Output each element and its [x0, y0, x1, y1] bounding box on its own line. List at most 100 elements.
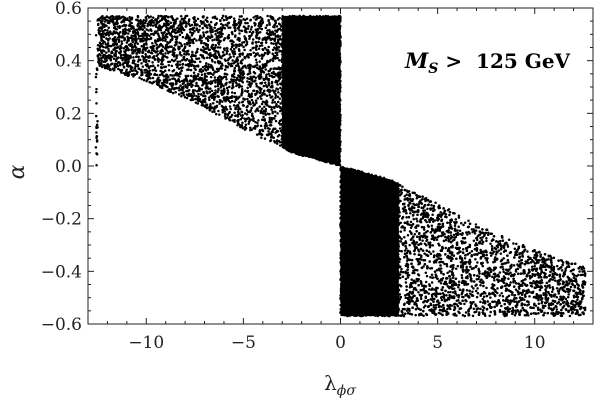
- data-point: [100, 27, 103, 31]
- data-point: [208, 98, 211, 102]
- data-point: [273, 46, 276, 49]
- data-point: [206, 20, 209, 23]
- data-point: [145, 35, 148, 38]
- data-point: [223, 112, 227, 116]
- data-point: [158, 43, 162, 47]
- data-point: [167, 64, 171, 67]
- data-point: [271, 111, 274, 115]
- data-point: [182, 91, 185, 94]
- data-point: [233, 118, 236, 122]
- data-point: [278, 77, 282, 80]
- data-point: [245, 17, 249, 20]
- data-point: [231, 59, 234, 62]
- data-point: [225, 50, 229, 53]
- data-point: [180, 54, 183, 57]
- data-point: [211, 28, 214, 31]
- data-point: [117, 60, 121, 64]
- data-point: [209, 75, 213, 79]
- data-point: [164, 52, 167, 55]
- data-point: [227, 117, 231, 121]
- data-point: [124, 30, 127, 34]
- data-point: [271, 75, 275, 79]
- data-point: [188, 82, 192, 86]
- data-point: [202, 94, 205, 98]
- data-point: [166, 56, 169, 59]
- data-point: [151, 42, 154, 45]
- data-point: [202, 42, 206, 45]
- data-point: [193, 64, 196, 68]
- data-point: [254, 76, 258, 80]
- data-point: [195, 81, 198, 85]
- data-point: [185, 24, 188, 28]
- data-point: [173, 44, 177, 47]
- data-point: [157, 34, 160, 37]
- data-point: [94, 33, 98, 37]
- data-point: [218, 102, 221, 106]
- data-point: [217, 51, 220, 55]
- data-point: [278, 127, 282, 130]
- data-point: [251, 80, 254, 83]
- data-point: [161, 33, 165, 37]
- data-point: [164, 44, 168, 47]
- data-point: [262, 84, 266, 88]
- data-point: [268, 69, 272, 72]
- data-point: [263, 137, 267, 140]
- data-point: [99, 20, 103, 24]
- data-point: [221, 14, 225, 18]
- data-point: [104, 43, 108, 46]
- data-point: [238, 32, 241, 35]
- data-point: [257, 47, 261, 50]
- data-point: [199, 53, 202, 57]
- data-point: [189, 68, 193, 72]
- data-point: [107, 44, 111, 48]
- data-point: [263, 118, 266, 121]
- data-point: [176, 60, 180, 64]
- data-point: [225, 81, 228, 85]
- data-point: [160, 18, 164, 22]
- data-point: [98, 30, 101, 33]
- data-point: [213, 110, 216, 114]
- data-point: [142, 78, 146, 82]
- data-point: [110, 50, 114, 53]
- data-point: [228, 96, 232, 99]
- data-point: [103, 17, 107, 20]
- data-point: [270, 85, 273, 88]
- data-point: [190, 74, 193, 78]
- data-point: [243, 55, 246, 59]
- data-point: [248, 118, 252, 121]
- data-point: [195, 27, 199, 30]
- data-point: [173, 35, 176, 38]
- data-point: [169, 73, 172, 77]
- data-point: [173, 86, 177, 90]
- data-point: [128, 16, 131, 19]
- data-point: [176, 29, 180, 33]
- data-point: [255, 82, 258, 86]
- data-point: [200, 49, 204, 52]
- data-point: [225, 24, 229, 27]
- data-point: [216, 95, 219, 98]
- data-point: [216, 31, 220, 34]
- data-point: [266, 52, 270, 56]
- data-point: [223, 48, 226, 52]
- data-point: [272, 42, 275, 45]
- data-point: [155, 54, 159, 58]
- data-point: [226, 89, 230, 92]
- data-point: [166, 85, 169, 89]
- data-point: [98, 45, 102, 49]
- data-point: [167, 60, 170, 64]
- data-point: [213, 38, 216, 41]
- data-point: [167, 15, 170, 19]
- data-point: [121, 56, 125, 60]
- data-point: [261, 64, 265, 67]
- data-point: [119, 47, 123, 50]
- data-point: [149, 15, 152, 18]
- data-point: [194, 101, 198, 104]
- data-point: [151, 16, 155, 19]
- data-point: [244, 120, 247, 123]
- data-point: [142, 19, 146, 22]
- data-point: [265, 94, 269, 98]
- data-point: [250, 34, 253, 37]
- data-point: [168, 78, 172, 81]
- data-point: [196, 17, 200, 21]
- data-point: [269, 37, 272, 41]
